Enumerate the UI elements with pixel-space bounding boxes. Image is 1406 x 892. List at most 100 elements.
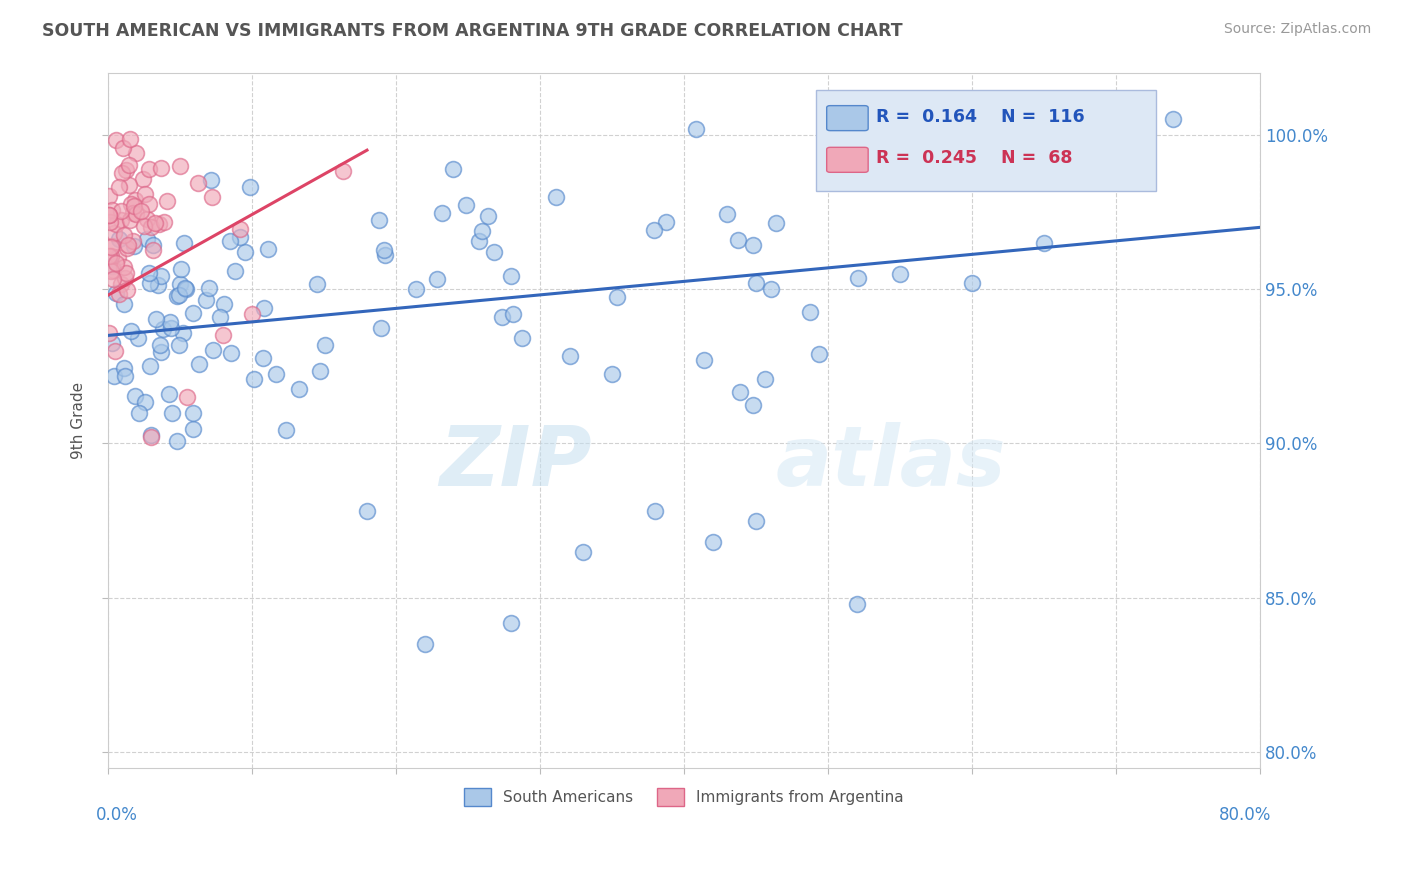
Point (138, 266, 160, 280)
Point (122, 205, 145, 219)
Text: atlas: atlas (776, 422, 1007, 502)
Point (107, 251, 129, 265)
Point (105, 133, 128, 147)
Point (148, 217, 170, 231)
Point (181, 422, 204, 436)
Point (110, 203, 132, 218)
Point (98, 249, 121, 263)
Point (252, 351, 274, 365)
Point (149, 338, 172, 352)
Point (135, 232, 157, 246)
Point (101, 239, 124, 253)
Point (441, 162, 464, 177)
Point (176, 390, 198, 404)
Point (218, 234, 240, 248)
Point (124, 145, 146, 160)
Point (491, 310, 513, 324)
Point (98, 189, 121, 203)
Point (112, 141, 135, 155)
Point (172, 326, 194, 340)
Point (167, 337, 190, 351)
Point (558, 350, 581, 364)
Point (600, 367, 623, 381)
Point (115, 284, 138, 298)
Point (160, 321, 183, 335)
Point (103, 226, 125, 240)
Legend: South Americans, Immigrants from Argentina: South Americans, Immigrants from Argenti… (457, 782, 910, 813)
Point (606, 290, 628, 304)
Point (644, 504, 666, 518)
Point (98, 208, 121, 222)
Text: ZIP: ZIP (439, 422, 592, 502)
Point (373, 243, 395, 257)
Point (201, 190, 224, 204)
Point (136, 212, 159, 227)
Point (655, 215, 678, 229)
Point (114, 270, 136, 285)
Point (101, 272, 124, 286)
Point (502, 306, 524, 320)
Point (100, 240, 122, 254)
Point (430, 206, 453, 220)
Point (108, 232, 131, 246)
Point (159, 315, 181, 329)
Point (181, 305, 204, 319)
Point (356, 504, 378, 518)
Point (309, 364, 332, 378)
Point (960, 276, 983, 290)
Point (141, 428, 163, 442)
Point (170, 261, 193, 276)
Point (288, 383, 311, 397)
Point (101, 259, 124, 273)
Point (110, 213, 132, 227)
Point (124, 193, 146, 207)
Point (846, 271, 869, 285)
Point (114, 369, 136, 384)
Point (120, 213, 142, 227)
Y-axis label: 9th Grade: 9th Grade (72, 382, 86, 458)
Point (727, 233, 749, 247)
Point (174, 280, 197, 294)
Point (212, 328, 235, 343)
Point (153, 215, 176, 229)
Point (169, 160, 191, 174)
Point (117, 237, 139, 252)
Point (243, 372, 266, 386)
Point (166, 434, 188, 449)
Point (471, 224, 494, 238)
Point (120, 324, 142, 338)
Point (807, 346, 830, 360)
Text: Source: ZipAtlas.com: Source: ZipAtlas.com (1223, 22, 1371, 37)
Point (754, 372, 776, 386)
Point (157, 386, 180, 401)
Point (132, 172, 155, 186)
Point (572, 544, 595, 558)
Point (413, 637, 436, 651)
Point (253, 301, 276, 316)
Point (100, 249, 122, 263)
Point (426, 272, 449, 286)
Point (142, 243, 165, 257)
Point (477, 210, 499, 224)
Point (134, 187, 156, 202)
Point (1032, 235, 1054, 250)
Point (202, 343, 225, 357)
Point (374, 247, 396, 261)
Point (142, 238, 165, 252)
Point (98, 208, 121, 222)
Point (742, 238, 765, 252)
Point (134, 219, 156, 233)
Point (367, 213, 389, 227)
Point (183, 406, 205, 420)
Point (745, 514, 768, 528)
Point (122, 239, 145, 253)
Point (112, 296, 135, 310)
Point (765, 216, 787, 230)
Point (544, 190, 567, 204)
Point (405, 282, 427, 296)
Point (104, 256, 127, 270)
Point (224, 264, 246, 278)
Point (104, 285, 127, 300)
Point (187, 176, 209, 190)
Point (188, 358, 211, 372)
